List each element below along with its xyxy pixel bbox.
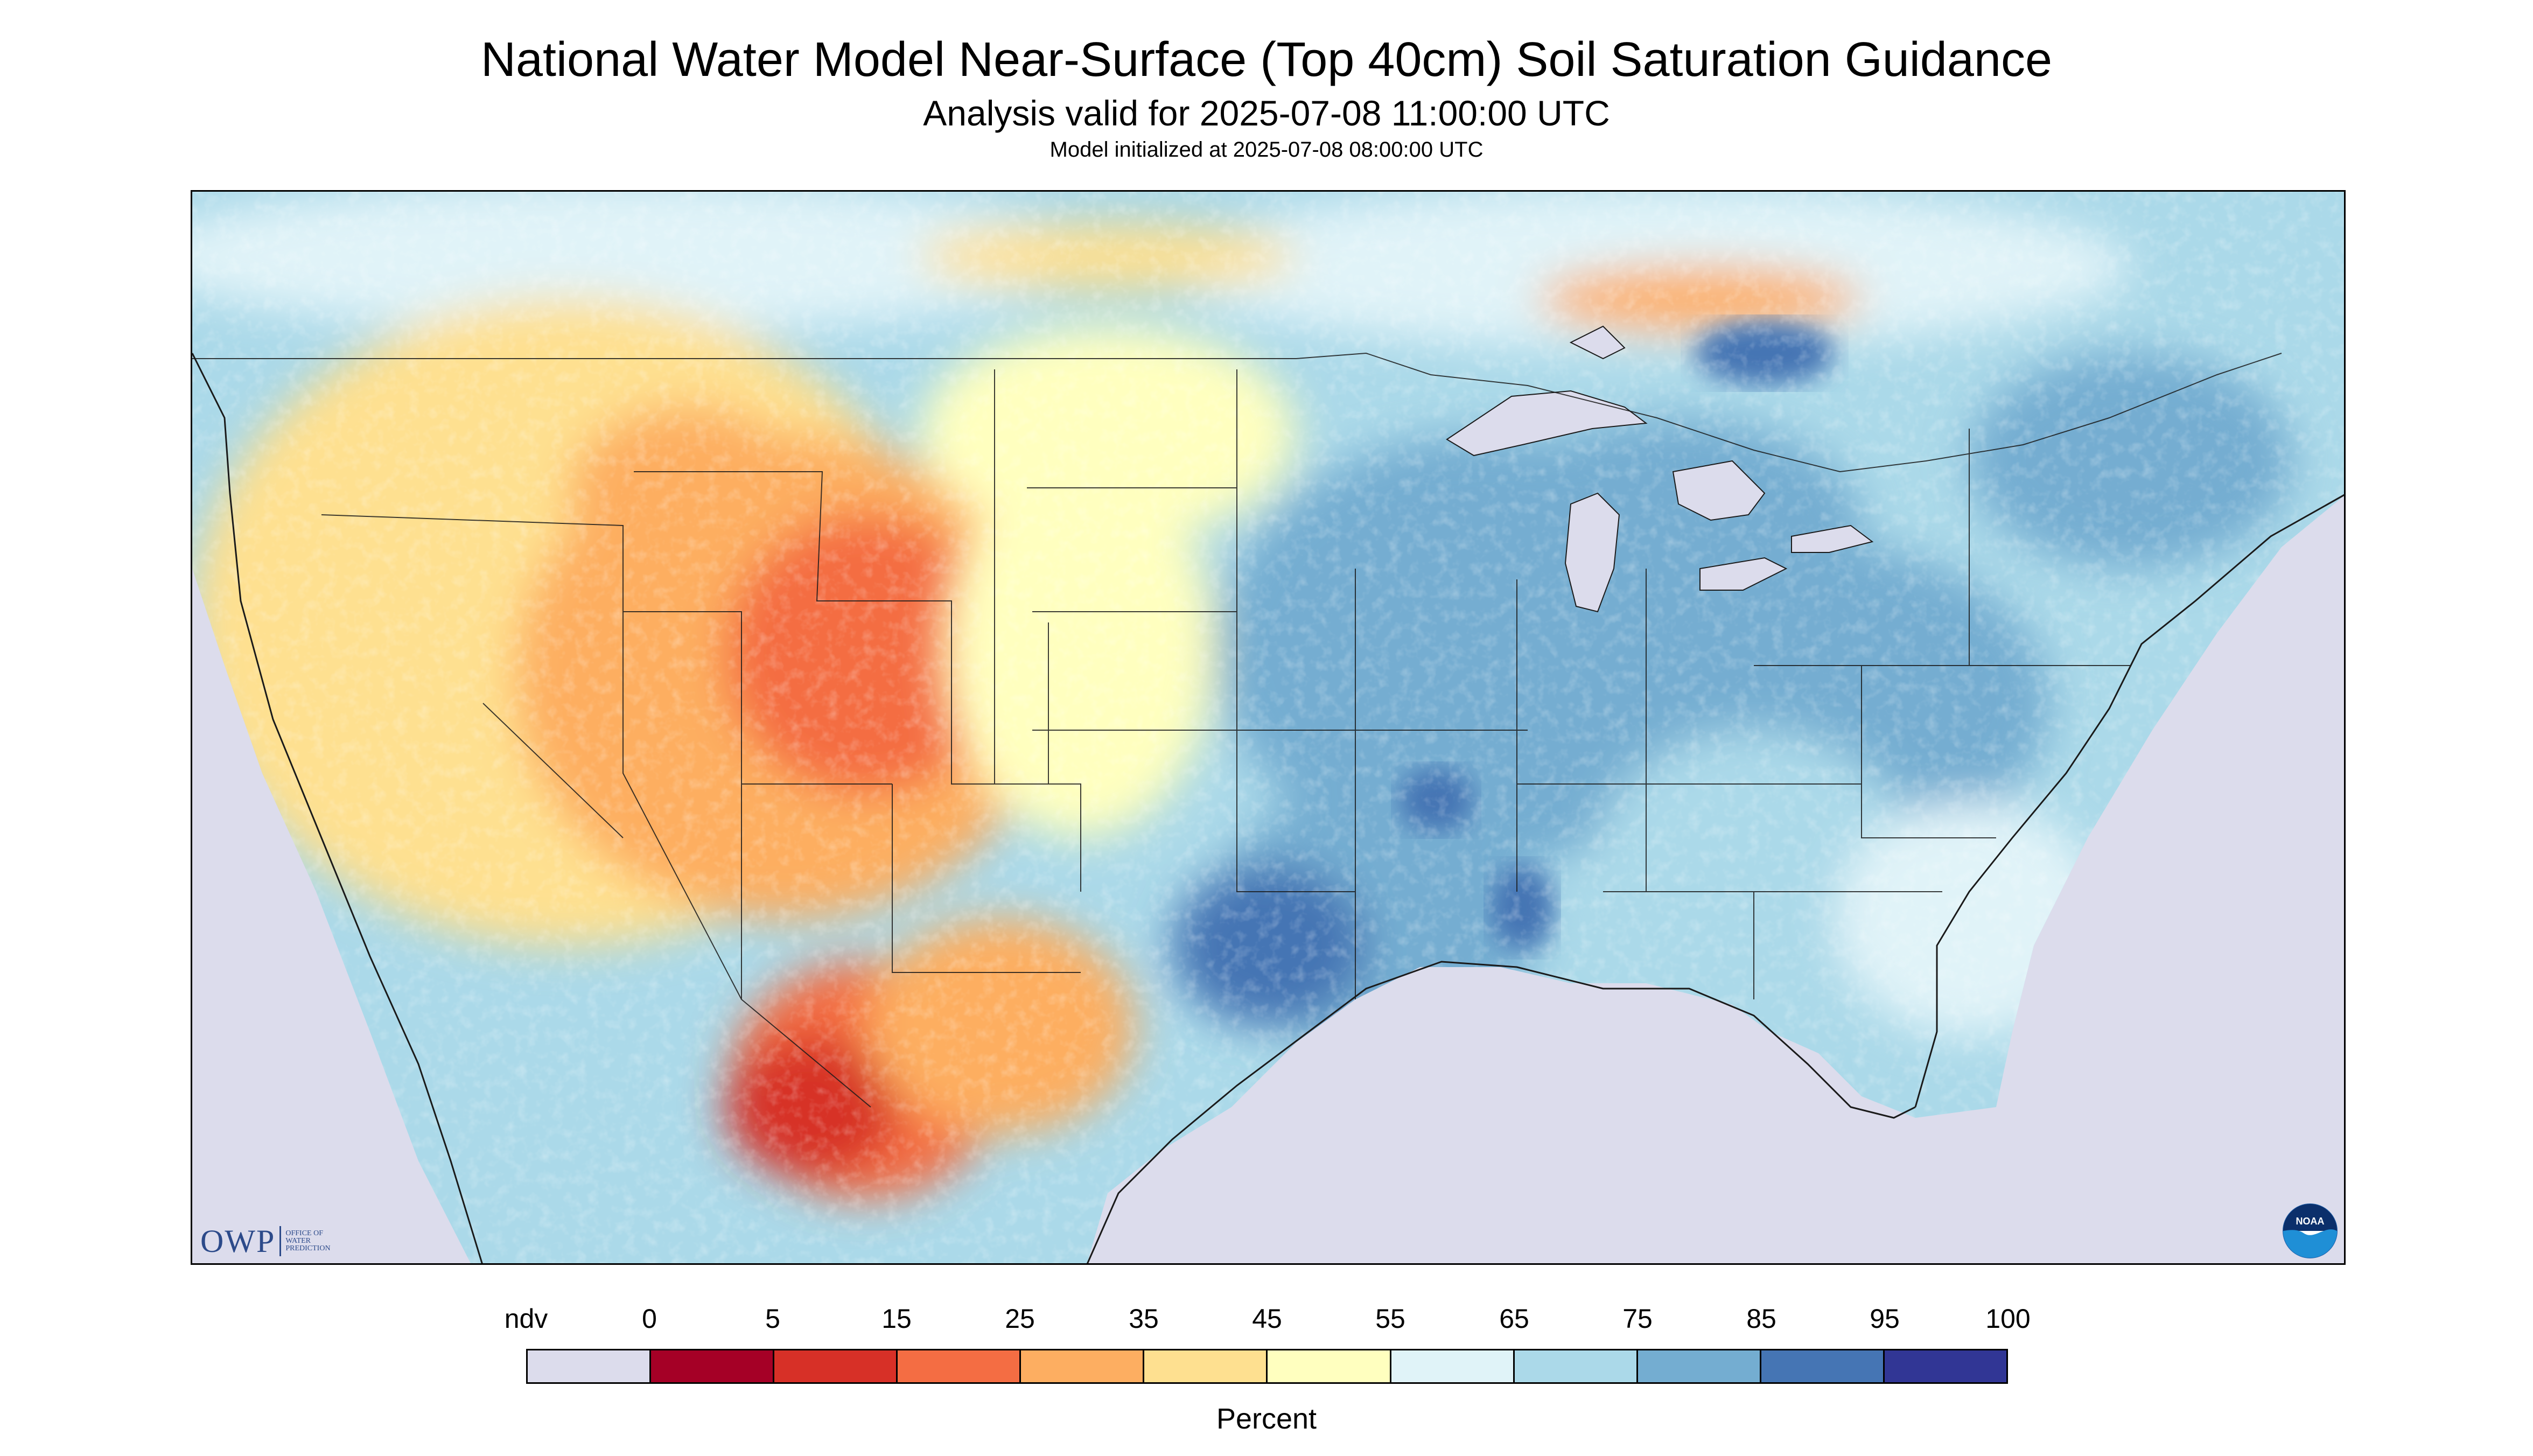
legend-swatch bbox=[651, 1350, 775, 1382]
legend-tick-label: 35 bbox=[1129, 1304, 1159, 1334]
soil-saturation-map bbox=[191, 190, 2346, 1265]
legend-tick-label: 100 bbox=[1985, 1304, 2031, 1334]
legend-tick-label: 5 bbox=[765, 1304, 780, 1334]
map-title: National Water Model Near-Surface (Top 4… bbox=[480, 33, 2052, 87]
legend-swatch bbox=[898, 1350, 1021, 1382]
legend-colorbar bbox=[526, 1349, 2008, 1384]
legend-tick-label: 25 bbox=[1005, 1304, 1035, 1334]
legend-tick-label: 65 bbox=[1499, 1304, 1529, 1334]
legend-tick-label: 15 bbox=[881, 1304, 912, 1334]
map-subtitle: Analysis valid for 2025-07-08 11:00:00 U… bbox=[923, 93, 1610, 133]
legend-swatch bbox=[528, 1350, 652, 1382]
owp-logo-text: OWP bbox=[200, 1223, 276, 1259]
owp-logo-subtext: OFFICE OF WATER PREDICTION bbox=[285, 1229, 331, 1252]
owp-logo: OWP OFFICE OF WATER PREDICTION bbox=[200, 1222, 331, 1260]
political-boundaries bbox=[192, 352, 2282, 1108]
legend-tick-label: ndv bbox=[504, 1304, 548, 1334]
legend-swatch bbox=[1761, 1350, 1885, 1382]
legend-swatch bbox=[1268, 1350, 1391, 1382]
noaa-logo: NOAA bbox=[2283, 1203, 2338, 1258]
map-svg bbox=[192, 192, 2344, 1263]
legend-swatch bbox=[774, 1350, 898, 1382]
legend-swatch bbox=[1144, 1350, 1268, 1382]
legend-unit-label: Percent bbox=[1216, 1403, 1317, 1435]
model-init-text: Model initialized at 2025-07-08 08:00:00… bbox=[1049, 138, 1484, 162]
legend-swatch bbox=[1638, 1350, 1761, 1382]
owp-logo-divider bbox=[279, 1226, 282, 1256]
legend-tick-label: 95 bbox=[1870, 1304, 1900, 1334]
coastline bbox=[192, 353, 2344, 1263]
legend-tick-label: 45 bbox=[1252, 1304, 1282, 1334]
legend-tick-label: 0 bbox=[642, 1304, 657, 1334]
legend-swatch bbox=[1884, 1350, 2006, 1382]
legend-swatch bbox=[1021, 1350, 1145, 1382]
great-lakes bbox=[1446, 325, 1874, 613]
noaa-logo-text: NOAA bbox=[2296, 1216, 2325, 1227]
legend-tick-label: 55 bbox=[1375, 1304, 1405, 1334]
legend-swatch bbox=[1391, 1350, 1515, 1382]
legend-tick-label: 75 bbox=[1622, 1304, 1653, 1334]
legend-swatch bbox=[1514, 1350, 1638, 1382]
legend-tick-label: 85 bbox=[1746, 1304, 1776, 1334]
